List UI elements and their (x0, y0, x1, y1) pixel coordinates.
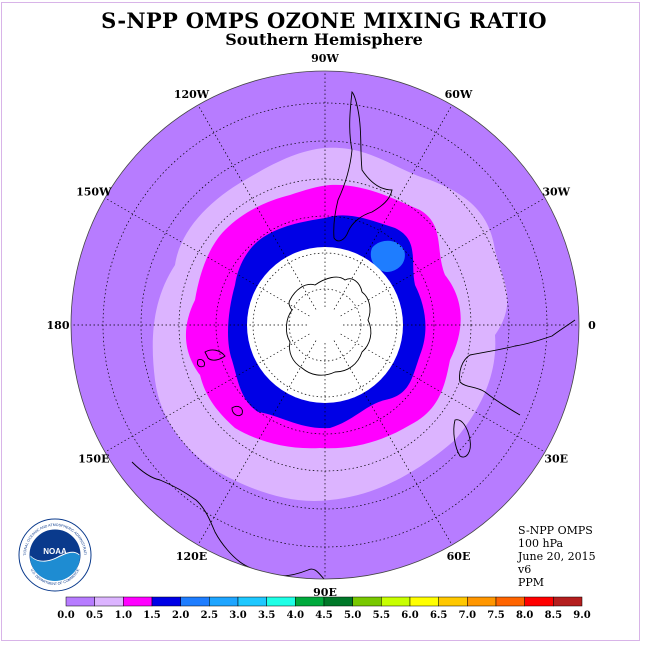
new-zealand (197, 349, 226, 368)
info-date: June 20, 2015 (518, 550, 596, 563)
longitude-labels: 90W 60W 30W 0 30E 60E 90E 120E 150E 180 150W 120W (47, 52, 597, 599)
chart-title: S-NPP OMPS OZONE MIXING RATIO (101, 8, 547, 33)
lon-label-180: 180 (47, 319, 70, 332)
info-units: PPM (518, 576, 545, 589)
south-america-coast (333, 91, 393, 242)
info-block: S-NPP OMPS 100 hPa June 20, 2015 v6 PPM (518, 524, 596, 589)
noaa-logo-bird (30, 530, 80, 561)
meridian-line (104, 333, 310, 453)
antarctica-coast (285, 276, 372, 376)
meridian-line (340, 197, 546, 317)
lon-label-150e: 150E (78, 453, 109, 466)
noaa-logo-wave (30, 552, 80, 581)
meridian-line (333, 340, 453, 546)
lon-label-60e: 60E (447, 550, 471, 563)
image-frame (1, 2, 640, 641)
lon-label-30e: 30E (544, 453, 568, 466)
info-instrument: S-NPP OMPS (518, 524, 593, 537)
missing-data-polar-cap (247, 247, 403, 403)
noaa-logo-text: NOAA (43, 547, 67, 556)
lon-label-0: 0 (588, 319, 596, 332)
map-disk (71, 71, 579, 579)
graticule (71, 71, 579, 579)
lon-label-90w: 90W (311, 52, 339, 65)
ozone-patch-2-0 (370, 240, 405, 272)
meridian-line (333, 104, 453, 310)
lon-label-120w: 120W (174, 88, 210, 101)
map-disk-border (70, 70, 580, 580)
meridian-line (197, 104, 317, 310)
info-level: 100 hPa (518, 537, 564, 550)
meridian-line (104, 197, 310, 317)
africa-coast (459, 319, 576, 416)
madagascar (453, 419, 471, 458)
australia-coast (131, 461, 326, 579)
lon-label-30w: 30W (542, 186, 570, 199)
coastlines (131, 91, 576, 579)
lon-label-150w: 150W (76, 186, 112, 199)
tasmania (231, 405, 243, 417)
lon-label-90e: 90E (313, 586, 337, 599)
noaa-logo: NOAA NATIONAL OCEANIC AND ATMOSPHERIC AD… (18, 518, 92, 592)
meridian-line (197, 340, 317, 546)
chart-subtitle: Southern Hemisphere (225, 30, 423, 49)
lon-label-120e: 120E (176, 550, 207, 563)
meridian-line (340, 333, 546, 453)
lon-label-60w: 60W (445, 88, 473, 101)
info-version: v6 (518, 563, 532, 576)
